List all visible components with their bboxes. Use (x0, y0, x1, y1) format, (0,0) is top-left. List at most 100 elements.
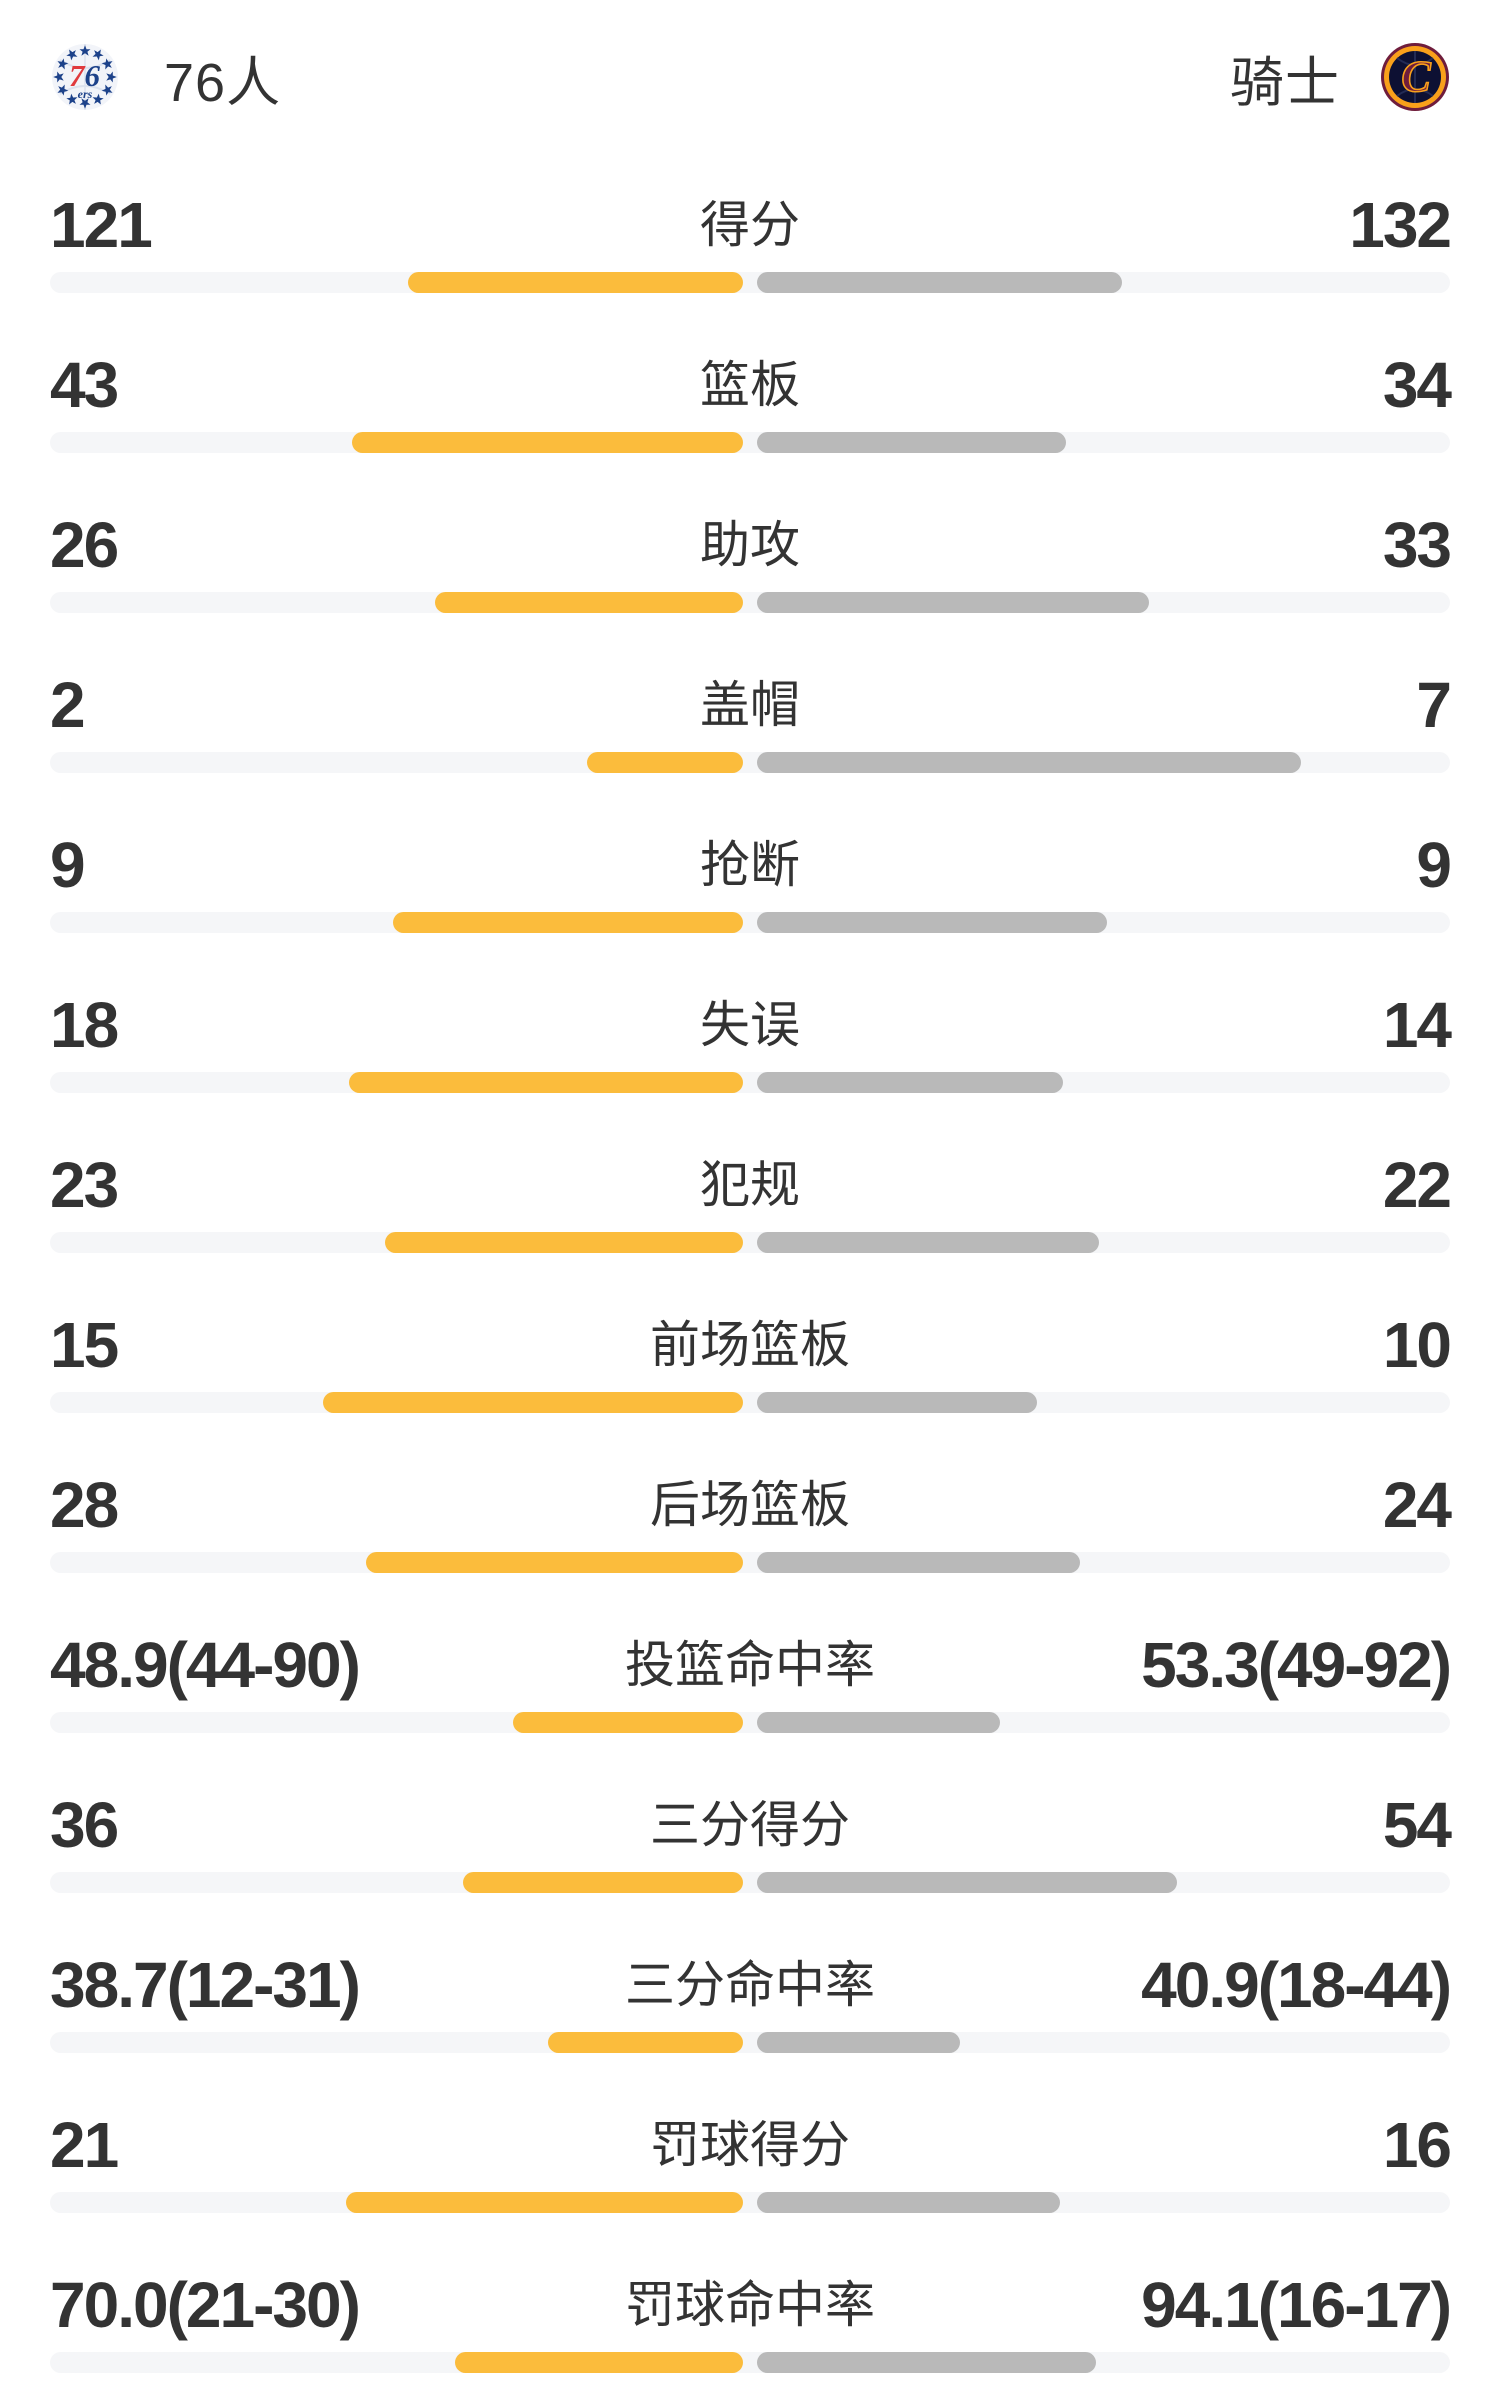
away-stat-value: 94.1(16-17) (1141, 2269, 1452, 2341)
away-stat-bar (757, 912, 1107, 933)
stat-label: 犯规 (700, 1157, 800, 1213)
stat-bar-track (50, 2352, 1450, 2373)
stat-row: 23 犯规 22 (0, 1150, 1500, 1310)
stat-label: 三分得分 (650, 1797, 850, 1853)
stat-row: 43 篮板 34 (0, 350, 1500, 510)
stat-line: 2 盖帽 7 (50, 669, 1452, 741)
home-stat-value: 43 (50, 349, 119, 421)
stat-line: 48.9(44-90) 投篮命中率 53.3(49-92) (50, 1629, 1452, 1701)
away-stat-value: 7 (1416, 669, 1452, 741)
stat-line: 36 三分得分 54 (50, 1789, 1452, 1861)
stat-row: 18 失误 14 (0, 990, 1500, 1150)
stat-label: 投篮命中率 (625, 1637, 875, 1693)
stat-label: 抢断 (700, 837, 800, 893)
home-stat-value: 2 (50, 669, 86, 741)
stat-line: 18 失误 14 (50, 989, 1452, 1061)
svg-text:76: 76 (69, 58, 101, 93)
stat-bar-track (50, 1552, 1450, 1573)
stat-bar-track (50, 2192, 1450, 2213)
stat-label: 罚球得分 (650, 2117, 850, 2173)
stat-row: 26 助攻 33 (0, 510, 1500, 670)
home-stat-bar (323, 1392, 743, 1413)
away-stat-bar (757, 272, 1123, 293)
home-stat-value: 26 (50, 509, 119, 581)
stat-line: 28 后场篮板 24 (50, 1469, 1452, 1541)
away-stat-value: 10 (1382, 1309, 1452, 1381)
stat-bar-track (50, 752, 1450, 773)
home-stat-value: 48.9(44-90) (50, 1629, 361, 1701)
home-stat-value: 18 (50, 989, 119, 1061)
away-stat-value: 54 (1382, 1789, 1452, 1861)
stat-line: 23 犯规 22 (50, 1149, 1452, 1221)
away-stat-bar (757, 1232, 1100, 1253)
away-stat-bar (757, 2352, 1097, 2373)
home-stat-bar (349, 1072, 743, 1093)
home-stat-value: 121 (50, 189, 153, 261)
stat-label: 三分命中率 (625, 1957, 875, 2013)
away-stat-bar (757, 432, 1067, 453)
home-stat-bar (454, 2352, 743, 2373)
away-stat-value: 16 (1382, 2109, 1452, 2181)
stat-line: 121 得分 132 (50, 189, 1452, 261)
stat-line: 15 前场篮板 10 (50, 1309, 1452, 1381)
stat-row: 2 盖帽 7 (0, 670, 1500, 830)
stat-row: 15 前场篮板 10 (0, 1310, 1500, 1470)
away-stat-bar (757, 752, 1302, 773)
star-ring (53, 45, 117, 109)
stat-line: 70.0(21-30) 罚球命中率 94.1(16-17) (50, 2269, 1452, 2341)
stat-bar-track (50, 1392, 1450, 1413)
stats-list: 121 得分 132 43 篮板 34 26 助攻 33 (0, 190, 1500, 2400)
stat-label: 后场篮板 (650, 1477, 850, 1533)
sixers-logo-icon: 76 ers (52, 44, 118, 110)
stat-bar-track (50, 1872, 1450, 1893)
home-team: 76 ers 76人 (50, 42, 281, 113)
home-stat-bar (352, 432, 743, 453)
svg-text:ers: ers (78, 87, 93, 101)
stat-line: 26 助攻 33 (50, 509, 1452, 581)
stat-bar-track (50, 2032, 1450, 2053)
away-stat-bar (757, 1712, 1001, 1733)
cavaliers-logo-icon: C (1381, 43, 1449, 111)
home-stat-value: 21 (50, 2109, 119, 2181)
team-header: 76 ers 76人 骑士 C (0, 0, 1500, 190)
stat-label: 前场篮板 (650, 1317, 850, 1373)
away-stat-value: 24 (1382, 1469, 1452, 1541)
stat-row: 48.9(44-90) 投篮命中率 53.3(49-92) (0, 1630, 1500, 1790)
away-team-name: 骑士 (1230, 52, 1340, 113)
stat-row: 36 三分得分 54 (0, 1790, 1500, 1950)
stat-bar-track (50, 432, 1450, 453)
stat-label: 助攻 (700, 517, 800, 573)
away-stat-value: 132 (1349, 189, 1452, 261)
stat-label: 罚球命中率 (625, 2277, 875, 2333)
stat-bar-track (50, 272, 1450, 293)
home-stat-value: 23 (50, 1149, 119, 1221)
stat-line: 38.7(12-31) 三分命中率 40.9(18-44) (50, 1949, 1452, 2021)
away-stat-value: 40.9(18-44) (1141, 1949, 1452, 2021)
home-stat-bar (408, 272, 743, 293)
svg-text:C: C (1401, 52, 1431, 101)
home-stat-value: 15 (50, 1309, 119, 1381)
stat-row: 9 抢断 9 (0, 830, 1500, 990)
away-stat-bar (757, 592, 1149, 613)
stat-bar-track (50, 912, 1450, 933)
stat-label: 篮板 (700, 357, 800, 413)
stat-line: 43 篮板 34 (50, 349, 1452, 421)
home-stat-bar (463, 1872, 743, 1893)
stat-label: 失误 (700, 997, 800, 1053)
home-stat-value: 70.0(21-30) (50, 2269, 361, 2341)
home-stat-bar (547, 2032, 743, 2053)
home-stat-bar (366, 1552, 743, 1573)
home-stat-value: 9 (50, 829, 86, 901)
stat-label: 得分 (700, 197, 800, 253)
home-stat-bar (393, 912, 743, 933)
home-stat-bar (587, 752, 743, 773)
away-stat-bar (757, 1872, 1177, 1893)
home-stat-bar (385, 1232, 743, 1253)
stat-bar-track (50, 1232, 1450, 1253)
home-team-name: 76人 (164, 52, 282, 113)
stat-bar-track (50, 1712, 1450, 1733)
stat-line: 21 罚球得分 16 (50, 2109, 1452, 2181)
home-stat-bar (345, 2192, 743, 2213)
stat-row: 21 罚球得分 16 (0, 2110, 1500, 2270)
